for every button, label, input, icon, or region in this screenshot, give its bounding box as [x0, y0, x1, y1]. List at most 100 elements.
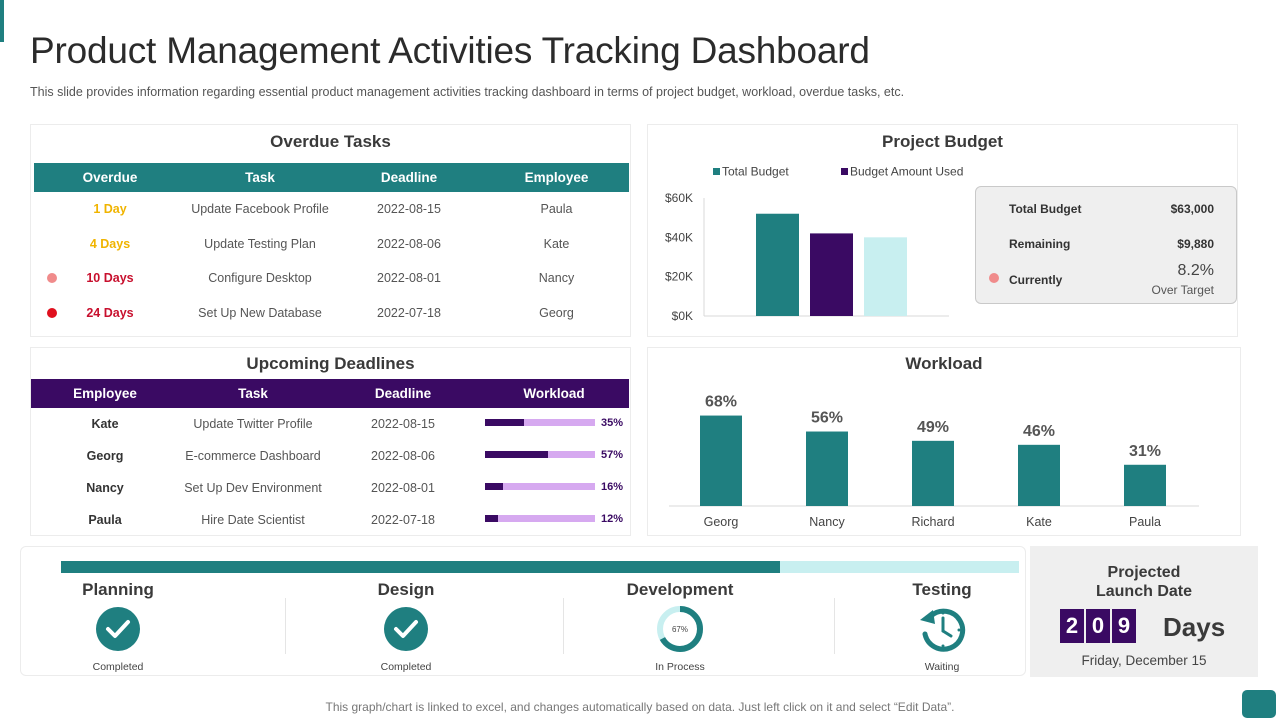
overdue-days: 24 Days: [86, 305, 134, 320]
overdue-employee: Kate: [543, 236, 570, 251]
workload-bar: [700, 415, 742, 506]
donut-fill: [657, 606, 703, 652]
overdue-tasks-panel: Overdue Tasks: [30, 124, 631, 337]
upcoming-workload-cell: 35%: [479, 408, 629, 440]
workload-data-label: 68%: [705, 394, 737, 411]
launch-days-label: Days: [1163, 612, 1226, 642]
overdue-deadline: 2022-07-18: [377, 305, 441, 320]
footer-note: This graph/chart is linked to excel, and…: [325, 700, 955, 714]
stage-development-name: Development: [626, 580, 734, 599]
overdue-row: 1 Day Update Facebook Profile 2022-08-15 Pa…: [34, 192, 629, 227]
overdue-days: 4 Days: [89, 236, 131, 251]
launch-days-digit: 0: [1086, 609, 1110, 643]
workload-bar-fill: [485, 515, 499, 522]
stage-development: Development 67% In Process: [610, 580, 750, 673]
workload-data-label: 31%: [1129, 443, 1161, 460]
upcoming-col-workload: Workload: [479, 379, 629, 408]
overdue-deadline: 2022-08-15: [377, 202, 441, 217]
upcoming-row: Georg E-commerce Dashboard 2022-08-06 57%: [31, 440, 629, 472]
donut-percent-label: 67%: [672, 625, 688, 634]
overdue-row: 24 Days Set Up New Database 2022-07-18 Geor…: [34, 296, 629, 331]
overdue-employee: Paula: [540, 202, 573, 217]
workload-bar: [1018, 444, 1060, 506]
workload-percent: 12%: [601, 513, 624, 525]
workload-bar: [1124, 464, 1166, 506]
budget-remaining-label: Remaining: [1009, 237, 1071, 251]
upcoming-deadline: 2022-08-06: [371, 449, 435, 463]
overdue-task: Update Testing Plan: [204, 236, 316, 251]
upcoming-employee: Nancy: [86, 481, 124, 495]
workload-bar-fill: [485, 451, 548, 458]
upcoming-col-task: Task: [179, 379, 327, 408]
project-budget-title: Project Budget: [882, 132, 1003, 151]
page-title: Product Management Activities Tracking D…: [30, 30, 870, 71]
x-tick-label: Nancy: [809, 515, 845, 529]
workload-chart: 68% Georg 56% Nancy 49% Richard 46% Kate 31% Paul…: [669, 394, 1199, 529]
y-tick-label: $40K: [665, 230, 693, 244]
overdue-status-dot: [47, 307, 57, 318]
budget-summary-box: Total Budget $63,000 Remaining $9,880 Cu…: [975, 186, 1237, 304]
overdue-days-cell: 24 Days: [34, 296, 186, 331]
upcoming-row: Paula Hire Date Scientist 2022-07-18 12%: [31, 504, 629, 536]
budget-bar: [810, 233, 853, 316]
legend-swatch: [713, 168, 720, 175]
workload-bar: [806, 431, 848, 506]
overdue-employee: Nancy: [538, 271, 575, 286]
upcoming-deadlines-panel: Upcoming Deadlines: [30, 347, 631, 536]
stage-testing: Testing Waiting: [882, 580, 1002, 673]
overdue-employee: Georg: [539, 305, 574, 320]
overdue-deadline: 2022-08-01: [377, 271, 441, 286]
stage-planning-status: Completed: [92, 661, 144, 673]
stage-planning: Planning Completed: [58, 580, 178, 673]
upcoming-task: E-commerce Dashboard: [185, 449, 321, 463]
launch-date: Friday, December 15: [1081, 653, 1207, 668]
overdue-task: Update Facebook Profile: [191, 202, 329, 217]
y-tick-label: $20K: [665, 270, 693, 284]
stage-divider: [285, 598, 286, 654]
stage-divider: [563, 598, 564, 654]
overdue-days-cell: 1 Day: [34, 192, 186, 227]
workload-percent: 35%: [601, 417, 624, 429]
workload-bar: [912, 440, 954, 506]
workload-bar-fill: [485, 419, 524, 426]
overdue-days-cell: 10 Days: [34, 261, 186, 296]
upcoming-deadline: 2022-07-18: [371, 513, 435, 527]
x-tick-label: Richard: [911, 515, 954, 529]
launch-days-digit: 9: [1112, 609, 1136, 643]
overdue-tasks-table: Overdue Task Deadline Employee 1 Day Upda…: [34, 163, 629, 330]
stage-divider: [834, 598, 835, 654]
upcoming-deadline: 2022-08-15: [371, 417, 435, 431]
overdue-days-cell: 4 Days: [34, 227, 186, 262]
stage-testing-status: Waiting: [924, 661, 960, 673]
upcoming-row: Nancy Set Up Dev Environment 2022-08-01 16%: [31, 472, 629, 504]
stage-design-name: Design: [377, 580, 435, 599]
launch-days-digit: 2: [1060, 609, 1084, 643]
upcoming-deadlines-title: Upcoming Deadlines: [246, 354, 415, 373]
upcoming-col-deadline: Deadline: [327, 379, 479, 408]
project-progress-fill: [61, 561, 780, 573]
check-circle-icon: [384, 607, 428, 651]
overdue-table-header: Overdue Task Deadline Employee: [34, 163, 629, 192]
overdue-col-deadline: Deadline: [334, 163, 484, 192]
y-tick-label: $60K: [665, 191, 693, 205]
overdue-days: 10 Days: [86, 271, 134, 286]
clock-refresh-icon: [920, 608, 966, 652]
overdue-tasks-title: Overdue Tasks: [270, 132, 391, 151]
workload-data-label: 56%: [811, 410, 843, 427]
budget-remaining-value: $9,880: [1177, 237, 1214, 251]
x-tick-label: Paula: [1129, 515, 1161, 529]
title-accent-bar: [0, 0, 4, 42]
workload-bar-track: [485, 515, 595, 522]
overdue-row: 4 Days Update Testing Plan 2022-08-06 Kate: [34, 227, 629, 262]
workload-data-label: 46%: [1023, 423, 1055, 440]
y-tick-label: $0K: [672, 309, 693, 323]
budget-currently-value: 8.2%: [1177, 262, 1214, 279]
x-tick-label: Kate: [1026, 515, 1052, 529]
budget-total-label: Total Budget: [1009, 202, 1082, 216]
slide-nav-button[interactable]: [1242, 690, 1276, 718]
legend-label: Total Budget: [722, 165, 789, 179]
legend-label: Budget Amount Used: [850, 165, 963, 179]
upcoming-deadline: 2022-08-01: [371, 481, 435, 495]
check-circle-icon: [96, 607, 140, 651]
